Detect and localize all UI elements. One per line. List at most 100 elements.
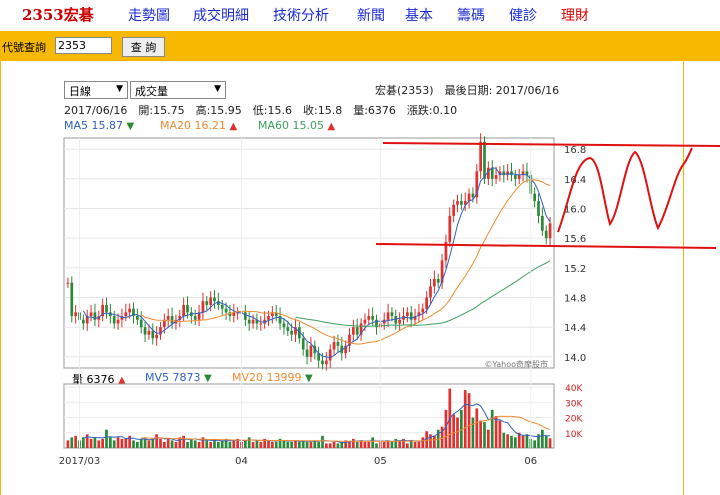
candle-body	[124, 312, 128, 317]
triangle-down-icon: ▼	[126, 121, 135, 132]
candle	[244, 304, 247, 327]
candle	[463, 192, 467, 212]
candle-body	[317, 353, 320, 361]
candle	[93, 303, 97, 327]
volume-bar	[298, 441, 301, 448]
nav-link-technical[interactable]: 技術分析	[273, 8, 329, 24]
candle-body	[471, 193, 475, 198]
x-axis: 2017/03 04 05 06	[59, 138, 537, 467]
volume-bar	[197, 441, 201, 448]
x-tick-label: 06	[524, 456, 537, 467]
candle	[490, 160, 494, 187]
volume-bar	[460, 409, 463, 448]
volume-bar	[294, 440, 297, 448]
candle-body	[394, 316, 398, 324]
candle-body	[159, 327, 162, 335]
candle	[147, 324, 151, 340]
candle	[541, 207, 544, 236]
nav-link-trades[interactable]: 成交明細	[193, 8, 249, 24]
volume-bar	[247, 437, 251, 448]
candle	[517, 168, 521, 184]
candle-body	[344, 345, 347, 354]
candle-body	[352, 327, 355, 335]
volume-tick-label: 30K	[565, 399, 583, 409]
candle-body	[278, 316, 282, 324]
candle	[394, 309, 398, 330]
candle-body	[89, 312, 93, 317]
volume-bar	[82, 437, 85, 448]
period-select-value: 日線	[69, 85, 91, 98]
candle	[66, 277, 70, 288]
candle	[367, 308, 371, 325]
candle	[143, 322, 147, 343]
candle-body	[105, 304, 108, 313]
volume-bar	[456, 417, 459, 448]
candle-body	[433, 278, 436, 287]
indicator-select[interactable]: 成交量 ▼	[130, 81, 226, 99]
candle-body	[132, 308, 135, 317]
candle	[294, 318, 297, 343]
price-tick-label: 15.2	[564, 264, 586, 275]
mv20-legend: MV20 13999 ▼	[232, 371, 313, 384]
price-tick-label: 14.8	[564, 294, 586, 305]
stock-title[interactable]: 2353宏碁	[22, 6, 94, 24]
nav-link-trend[interactable]: 走勢圖	[128, 8, 170, 24]
volume-bar	[336, 443, 340, 448]
candle-body	[487, 167, 490, 179]
candle	[460, 193, 463, 210]
candle	[251, 314, 255, 329]
candle-body	[143, 327, 147, 335]
volume-tick-label: 40K	[565, 384, 583, 394]
candle-body	[163, 319, 166, 328]
candle	[82, 314, 85, 330]
mv20-line	[141, 415, 551, 442]
candle-body	[274, 312, 278, 317]
nav-link-news[interactable]: 新聞	[357, 8, 385, 24]
candle-body	[182, 304, 185, 317]
candle	[448, 207, 452, 248]
watermark: ©Yahoo奇摩股市	[484, 359, 548, 369]
frame-left-border	[0, 61, 1, 495]
candle	[182, 297, 185, 322]
price-tick-label: 16.0	[564, 204, 586, 215]
candle	[514, 169, 517, 187]
volume-bar	[186, 441, 189, 448]
candle	[452, 199, 455, 223]
candle-body	[463, 201, 467, 205]
candle	[429, 278, 432, 304]
nav-link-chips[interactable]: 籌碼	[457, 8, 485, 24]
volume-bar	[209, 441, 212, 448]
volume-bar	[382, 441, 386, 448]
query-button[interactable]: 查 詢	[122, 37, 165, 57]
candle	[139, 311, 143, 334]
volume-bar	[517, 432, 521, 448]
nav-link-health[interactable]: 健診	[509, 8, 537, 24]
candle	[89, 304, 93, 322]
volume-panel: 10K 20K 30K 40K	[63, 383, 583, 449]
nav-link-finance[interactable]: 理財	[561, 8, 589, 24]
candle	[85, 309, 89, 331]
candle-body	[290, 330, 293, 335]
candle	[247, 311, 251, 331]
volume-bar	[163, 441, 166, 448]
candle	[217, 292, 220, 311]
candle	[348, 328, 351, 353]
triangle-down-icon: ▼	[204, 373, 212, 384]
candle-body	[359, 323, 363, 335]
period-select[interactable]: 日線 ▼	[64, 81, 128, 99]
volume-bar	[178, 437, 182, 448]
volume-bar	[155, 434, 158, 448]
candle-body	[213, 297, 216, 302]
candle	[537, 193, 540, 224]
stock-code-input[interactable]	[55, 37, 112, 54]
candle-body	[429, 286, 432, 298]
candle-body	[325, 360, 328, 365]
volume-bar	[502, 432, 506, 448]
volume-bar	[174, 441, 178, 448]
ma60-line	[295, 260, 551, 327]
candle-body	[460, 201, 463, 205]
volume-bar	[116, 437, 120, 448]
candle-body	[537, 201, 540, 216]
volume-bar	[452, 414, 455, 448]
nav-link-basic[interactable]: 基本	[405, 8, 433, 24]
